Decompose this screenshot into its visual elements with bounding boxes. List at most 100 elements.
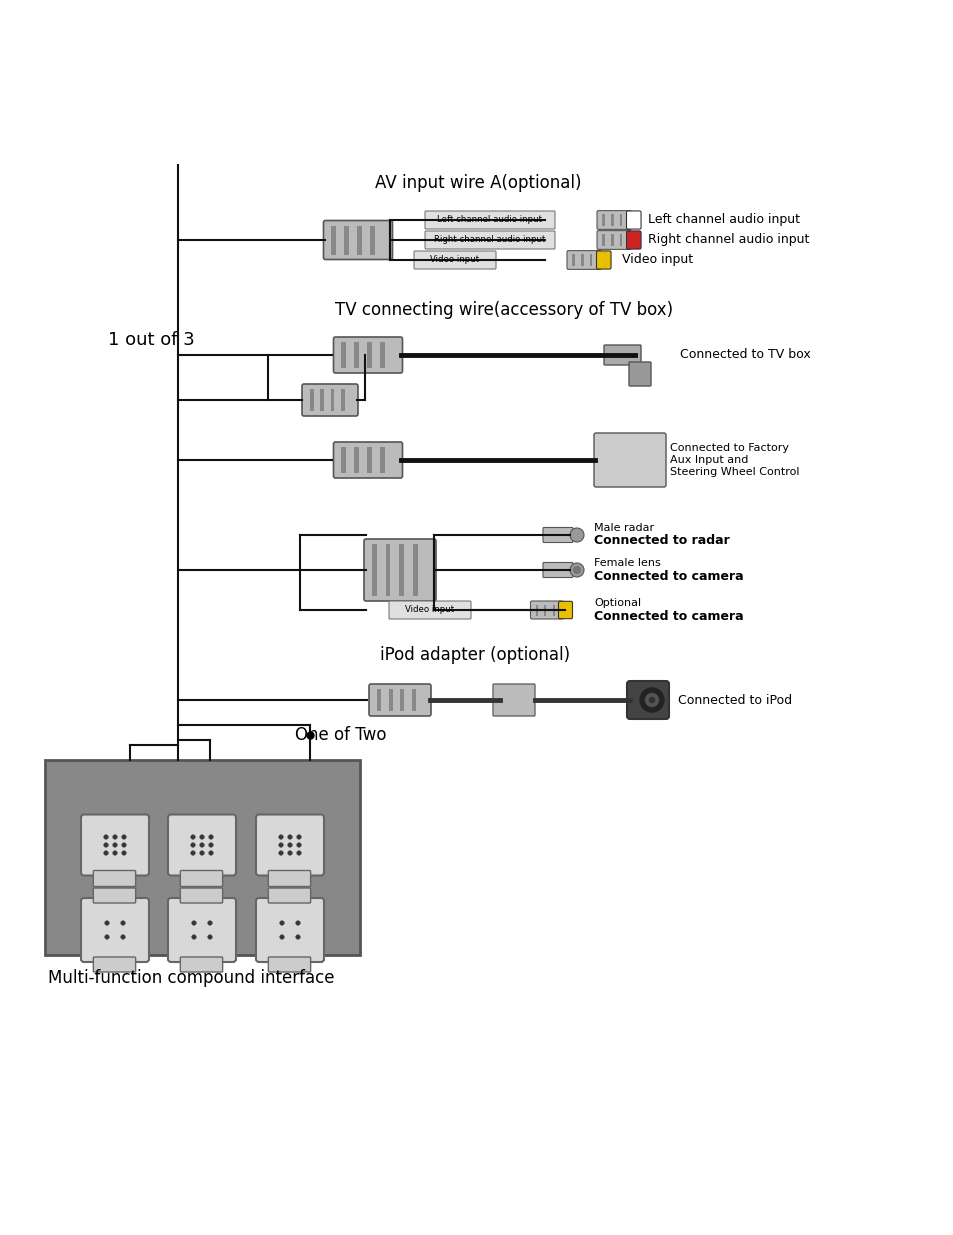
FancyBboxPatch shape bbox=[626, 231, 640, 249]
FancyBboxPatch shape bbox=[364, 538, 436, 601]
Bar bbox=[619, 235, 621, 246]
Circle shape bbox=[122, 842, 126, 847]
FancyBboxPatch shape bbox=[180, 888, 222, 903]
Circle shape bbox=[121, 921, 125, 925]
Text: One of Two: One of Two bbox=[294, 726, 386, 743]
Bar bbox=[552, 604, 555, 615]
Bar bbox=[611, 235, 613, 246]
Bar bbox=[344, 226, 349, 254]
Bar bbox=[367, 342, 372, 368]
Bar bbox=[619, 214, 621, 226]
Text: Video input: Video input bbox=[621, 253, 693, 267]
Circle shape bbox=[648, 697, 655, 703]
Circle shape bbox=[569, 563, 583, 577]
Text: Right channel audio input: Right channel audio input bbox=[647, 233, 808, 247]
Bar bbox=[412, 689, 416, 711]
Circle shape bbox=[279, 935, 284, 939]
Text: Video input: Video input bbox=[405, 605, 454, 615]
Bar bbox=[370, 226, 375, 254]
Circle shape bbox=[644, 693, 659, 706]
FancyBboxPatch shape bbox=[558, 601, 572, 619]
Text: Optional: Optional bbox=[594, 598, 640, 608]
FancyBboxPatch shape bbox=[597, 211, 631, 230]
Bar bbox=[388, 689, 393, 711]
Circle shape bbox=[112, 851, 117, 855]
Circle shape bbox=[191, 851, 195, 855]
FancyBboxPatch shape bbox=[530, 601, 563, 619]
FancyBboxPatch shape bbox=[255, 898, 324, 962]
Bar bbox=[398, 543, 403, 597]
Text: Male radar: Male radar bbox=[594, 522, 654, 534]
Text: AV input wire A(optional): AV input wire A(optional) bbox=[375, 174, 581, 191]
Circle shape bbox=[209, 835, 213, 840]
Bar bbox=[355, 342, 358, 368]
Circle shape bbox=[104, 835, 108, 840]
FancyBboxPatch shape bbox=[596, 251, 611, 269]
FancyBboxPatch shape bbox=[566, 251, 601, 269]
Text: Female lens: Female lens bbox=[594, 558, 660, 568]
Bar bbox=[355, 447, 358, 473]
Circle shape bbox=[122, 835, 126, 840]
Circle shape bbox=[639, 688, 663, 713]
Text: Video input: Video input bbox=[430, 256, 479, 264]
Circle shape bbox=[208, 935, 212, 939]
FancyBboxPatch shape bbox=[334, 442, 402, 478]
Text: Right channel audio input: Right channel audio input bbox=[434, 236, 545, 245]
Text: 1 out of 3: 1 out of 3 bbox=[108, 331, 194, 350]
Circle shape bbox=[296, 835, 301, 840]
Text: Connected to camera: Connected to camera bbox=[594, 610, 742, 622]
Bar bbox=[590, 254, 592, 266]
Circle shape bbox=[199, 835, 204, 840]
Bar bbox=[372, 543, 376, 597]
FancyBboxPatch shape bbox=[414, 251, 496, 269]
FancyBboxPatch shape bbox=[168, 898, 235, 962]
Bar bbox=[385, 543, 390, 597]
FancyBboxPatch shape bbox=[594, 433, 665, 487]
FancyBboxPatch shape bbox=[628, 362, 650, 387]
Circle shape bbox=[278, 851, 283, 855]
Bar bbox=[341, 447, 346, 473]
Circle shape bbox=[208, 921, 212, 925]
FancyBboxPatch shape bbox=[542, 527, 573, 542]
FancyBboxPatch shape bbox=[334, 337, 402, 373]
FancyBboxPatch shape bbox=[93, 957, 135, 972]
Circle shape bbox=[122, 851, 126, 855]
Bar bbox=[544, 604, 546, 615]
Circle shape bbox=[278, 835, 283, 840]
FancyBboxPatch shape bbox=[81, 815, 149, 876]
Circle shape bbox=[199, 842, 204, 847]
Text: Connected to camera: Connected to camera bbox=[594, 569, 742, 583]
FancyBboxPatch shape bbox=[389, 601, 471, 619]
FancyBboxPatch shape bbox=[369, 684, 431, 716]
FancyBboxPatch shape bbox=[323, 221, 392, 259]
FancyBboxPatch shape bbox=[268, 888, 311, 903]
Circle shape bbox=[112, 842, 117, 847]
Circle shape bbox=[209, 851, 213, 855]
Bar bbox=[611, 214, 613, 226]
Circle shape bbox=[295, 921, 300, 925]
Text: Left channel audio input: Left channel audio input bbox=[437, 215, 542, 225]
Circle shape bbox=[296, 851, 301, 855]
Bar bbox=[376, 689, 380, 711]
FancyBboxPatch shape bbox=[81, 898, 149, 962]
FancyBboxPatch shape bbox=[268, 871, 311, 887]
Circle shape bbox=[192, 935, 196, 939]
Bar bbox=[580, 254, 583, 266]
FancyBboxPatch shape bbox=[93, 871, 135, 887]
Circle shape bbox=[121, 935, 125, 939]
Circle shape bbox=[209, 842, 213, 847]
FancyBboxPatch shape bbox=[493, 684, 535, 716]
Text: Left channel audio input: Left channel audio input bbox=[647, 214, 800, 226]
FancyBboxPatch shape bbox=[93, 888, 135, 903]
Bar bbox=[602, 214, 604, 226]
Bar bbox=[413, 543, 417, 597]
FancyBboxPatch shape bbox=[424, 231, 555, 249]
FancyBboxPatch shape bbox=[597, 231, 631, 249]
Circle shape bbox=[105, 935, 109, 939]
FancyBboxPatch shape bbox=[45, 760, 359, 955]
FancyBboxPatch shape bbox=[542, 562, 573, 578]
Text: iPod adapter (optional): iPod adapter (optional) bbox=[379, 646, 570, 664]
Text: Multi-function compound interface: Multi-function compound interface bbox=[48, 969, 335, 987]
FancyBboxPatch shape bbox=[168, 815, 235, 876]
FancyBboxPatch shape bbox=[626, 211, 640, 228]
